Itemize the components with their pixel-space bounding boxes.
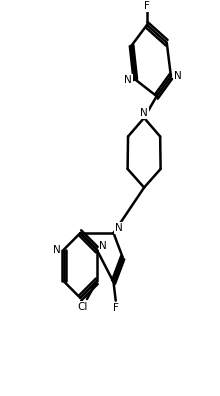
Text: N: N [99,241,107,251]
Text: N: N [174,71,182,81]
Text: N: N [53,245,60,255]
Text: N: N [124,74,132,84]
Text: F: F [144,1,150,11]
Text: N: N [140,108,148,118]
Text: Cl: Cl [77,302,88,312]
Text: F: F [113,303,119,313]
Text: N: N [115,223,123,233]
